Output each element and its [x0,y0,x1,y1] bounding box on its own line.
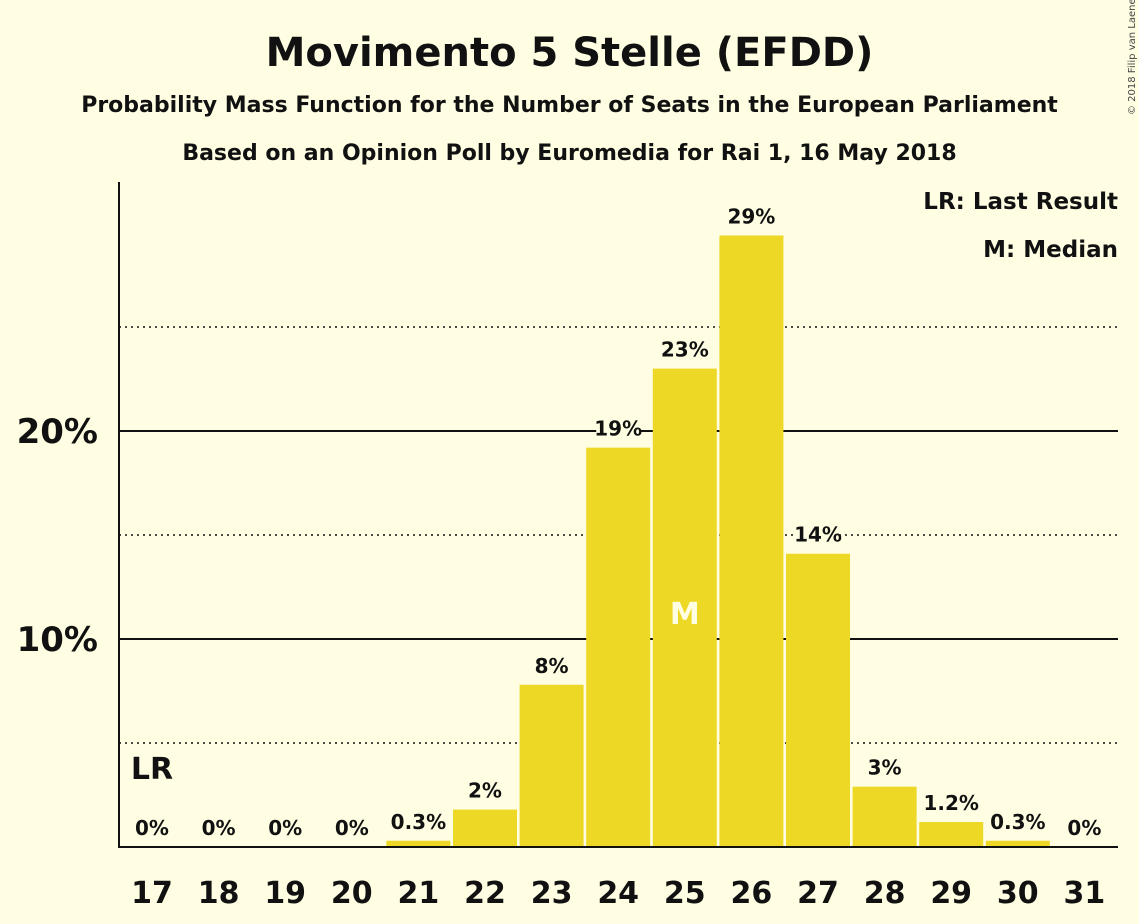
data-label: 0% [202,816,236,840]
data-label-bg [136,815,168,840]
x-tick-label: 21 [398,876,440,911]
bar [386,840,451,847]
x-tick-label: 23 [531,876,573,911]
bar [519,684,584,847]
x-tick-label: 22 [464,876,506,911]
x-tick-label: 18 [198,876,240,911]
data-label: 23% [661,338,709,362]
bar [786,553,850,847]
median-marker: M [670,597,700,632]
data-label-bg [269,815,302,840]
bars [386,235,1050,848]
bar [652,368,717,847]
x-tick-label: 31 [1064,876,1106,911]
bar [919,822,984,847]
data-labels: 0% LR 0% 0% 0% 0.3% 2% 8% 19% 23% M 29% 14% 3% 1.2% 0.3… [131,203,1101,840]
data-label: 0.3% [391,810,446,834]
data-label-bg [390,808,447,834]
tick-labels: 10% 20% 17 18 19 20 21 22 23 24 25 26 27 28 29 30 31 [17,412,1106,911]
y-tick-label: 10% [17,620,98,660]
chart-subtitle-poll: Based on an Opinion Poll by Euromedia fo… [182,141,956,166]
data-label-bg [923,790,980,816]
x-tick-label: 27 [797,876,839,911]
x-tick-label: 20 [331,876,373,911]
data-label: 3% [868,756,902,780]
data-label: 0% [1067,816,1101,840]
x-tick-label: 26 [731,876,773,911]
x-tick-label: 24 [597,876,639,911]
legend-median: M: Median [983,237,1118,263]
data-label-bg [796,521,840,547]
data-label-bg [1068,815,1101,840]
data-label-bg [662,336,707,362]
x-tick-label: 28 [864,876,906,911]
x-tick-label: 29 [930,876,972,911]
axes [118,182,1118,848]
data-label: 8% [535,654,569,678]
data-label-bg [596,415,641,441]
data-label-bg [729,203,774,229]
x-tick-label: 30 [997,876,1039,911]
copyright-notice: © 2018 Filip van Laenen [1127,0,1138,115]
legend-last-result: LR: Last Result [923,189,1118,215]
bar [586,447,651,847]
x-tick-label: 17 [131,876,173,911]
data-label: 0% [135,816,169,840]
data-label: 29% [727,204,775,228]
x-tick-label: 19 [264,876,306,911]
x-tick-label: 25 [664,876,706,911]
data-label-bg [335,815,368,840]
chart-title: Movimento 5 Stelle (EFDD) [266,30,874,76]
data-label: 0.3% [990,810,1045,834]
data-label: 2% [468,779,502,803]
data-label: 14% [794,523,842,547]
bar [985,840,1050,847]
y-tick-label: 20% [17,412,98,452]
data-label-bg [469,777,501,803]
data-label: 19% [594,417,642,441]
data-label: 0% [335,816,369,840]
data-label: 1.2% [923,791,978,815]
data-label-bg [202,815,235,840]
chart-subtitle: Probability Mass Function for the Number… [81,93,1058,118]
last-result-marker: LR [131,752,173,787]
data-label: 0% [268,816,302,840]
data-label-bg [868,754,901,780]
bar [453,809,517,847]
data-label-bg [989,808,1046,834]
data-label-bg [535,652,568,678]
bar [719,235,784,848]
bar [852,786,917,847]
